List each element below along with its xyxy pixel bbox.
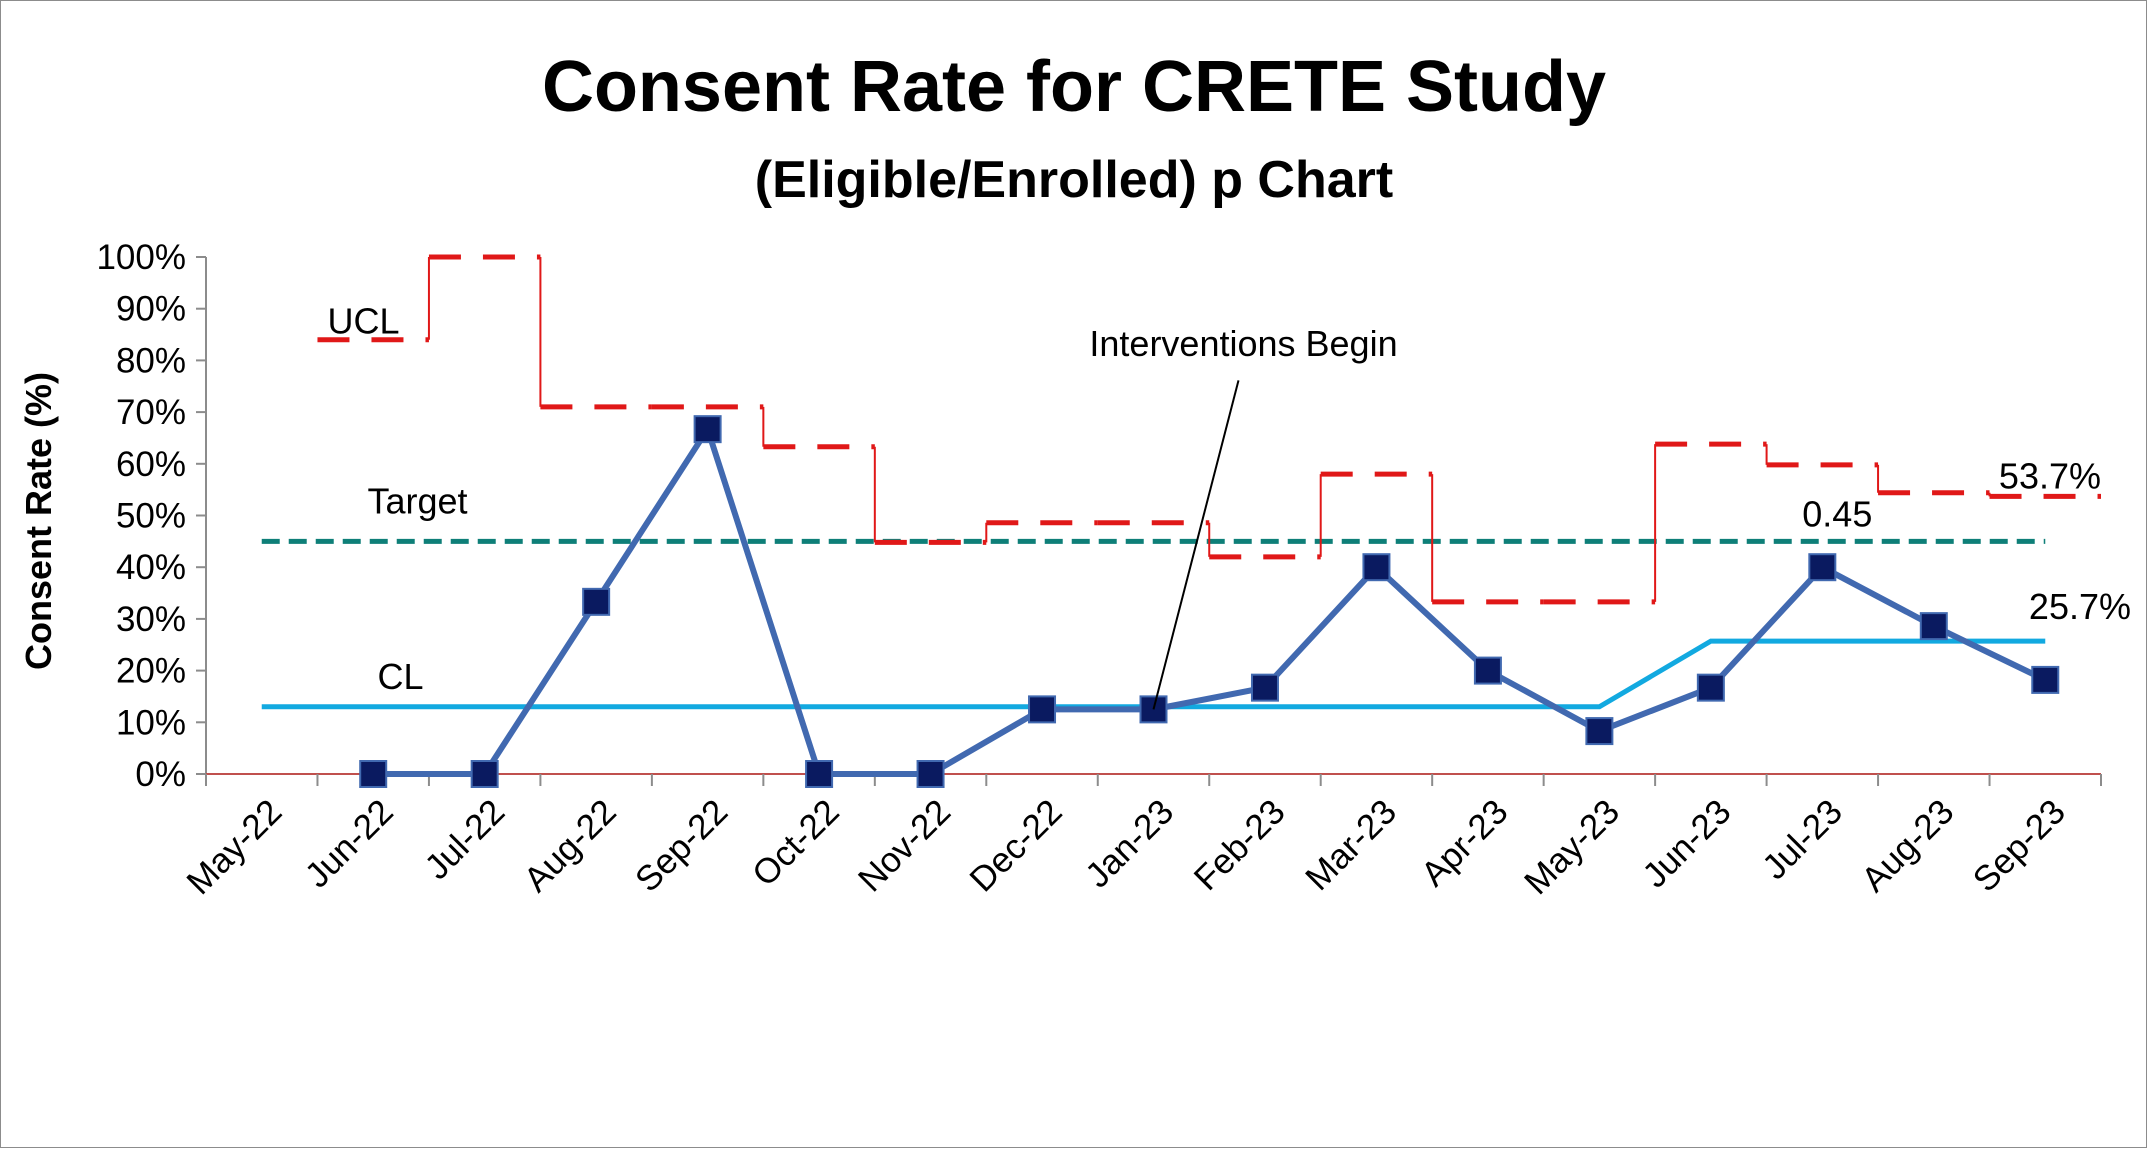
- consent-rate-marker: [1250, 673, 1279, 702]
- consent-rate-marker: [582, 587, 611, 616]
- x-tick-label: Sep-23: [1966, 792, 2073, 899]
- consent-rate-marker: [470, 760, 499, 788]
- consent-rate-marker: [1585, 717, 1614, 746]
- y-tick-label: 50%: [116, 497, 186, 536]
- x-tick-label: Dec-22: [962, 792, 1069, 899]
- consent-rate-marker: [916, 760, 945, 788]
- x-tick-label: May-22: [179, 792, 289, 902]
- y-axis-title: Consent Rate (%): [18, 372, 59, 670]
- interventions-pointer: [1152, 380, 1240, 710]
- y-tick-label: 60%: [116, 445, 186, 484]
- consent-rate-marker: [1362, 553, 1391, 582]
- consent-rate-marker: [1473, 656, 1502, 685]
- x-tick-label: Sep-22: [628, 792, 735, 899]
- x-tick-label: Aug-23: [1854, 792, 1961, 899]
- y-tick-label: 30%: [116, 600, 186, 639]
- x-tick-label: Jul-23: [1755, 792, 1850, 887]
- consent-rate-marker: [1808, 553, 1837, 582]
- x-tick-label: Jun-23: [1635, 792, 1738, 895]
- y-tick-label: 40%: [116, 548, 186, 587]
- x-tick-label: Apr-23: [1414, 792, 1516, 894]
- x-tick-label: Oct-22: [745, 792, 847, 894]
- y-tick-label: 20%: [116, 652, 186, 691]
- consent-rate-marker: [1028, 695, 1057, 724]
- y-tick-label: 0%: [135, 755, 186, 794]
- x-tick-label: Jun-22: [298, 792, 401, 895]
- consent-rate-line: [373, 426, 2047, 777]
- consent-rate-marker: [693, 415, 722, 444]
- x-tick-label: Jan-23: [1078, 792, 1181, 895]
- y-tick-label: 70%: [116, 393, 186, 432]
- consent-rate-marker: [2031, 665, 2060, 694]
- chart-subtitle: (Eligible/Enrolled) p Chart: [755, 151, 1393, 209]
- consent-rate-marker: [805, 760, 834, 788]
- consent-rate-marker: [1919, 612, 1948, 641]
- cl-label: CL: [377, 656, 423, 697]
- plot-area: 0%10%20%30%40%50%60%70%80%90%100%May-22 J…: [96, 238, 2131, 902]
- x-tick-label: Nov-22: [851, 792, 958, 899]
- y-tick-label: 100%: [96, 238, 186, 277]
- y-tick-label: 10%: [116, 703, 186, 742]
- ucl-label: UCL: [327, 301, 399, 342]
- x-tick-label: May-23: [1517, 792, 1627, 902]
- consent-rate-marker: [359, 760, 388, 788]
- y-tick-label: 80%: [116, 341, 186, 380]
- cl-value-label: 25.7%: [2029, 586, 2131, 627]
- x-tick-label: Mar-23: [1298, 792, 1404, 898]
- x-tick-label: Aug-22: [516, 792, 623, 899]
- y-tick-label: 90%: [116, 290, 186, 329]
- target-value-label: 0.45: [1802, 493, 1872, 534]
- x-tick-label: Jul-22: [417, 792, 512, 887]
- ucl-value-label: 53.7%: [1999, 455, 2101, 496]
- target-label: Target: [367, 481, 467, 522]
- chart-title: Consent Rate for CRETE Study: [542, 47, 1606, 127]
- interventions-label: Interventions Begin: [1089, 323, 1397, 364]
- consent-rate-marker: [1696, 673, 1725, 702]
- x-tick-label: Feb-23: [1187, 792, 1293, 898]
